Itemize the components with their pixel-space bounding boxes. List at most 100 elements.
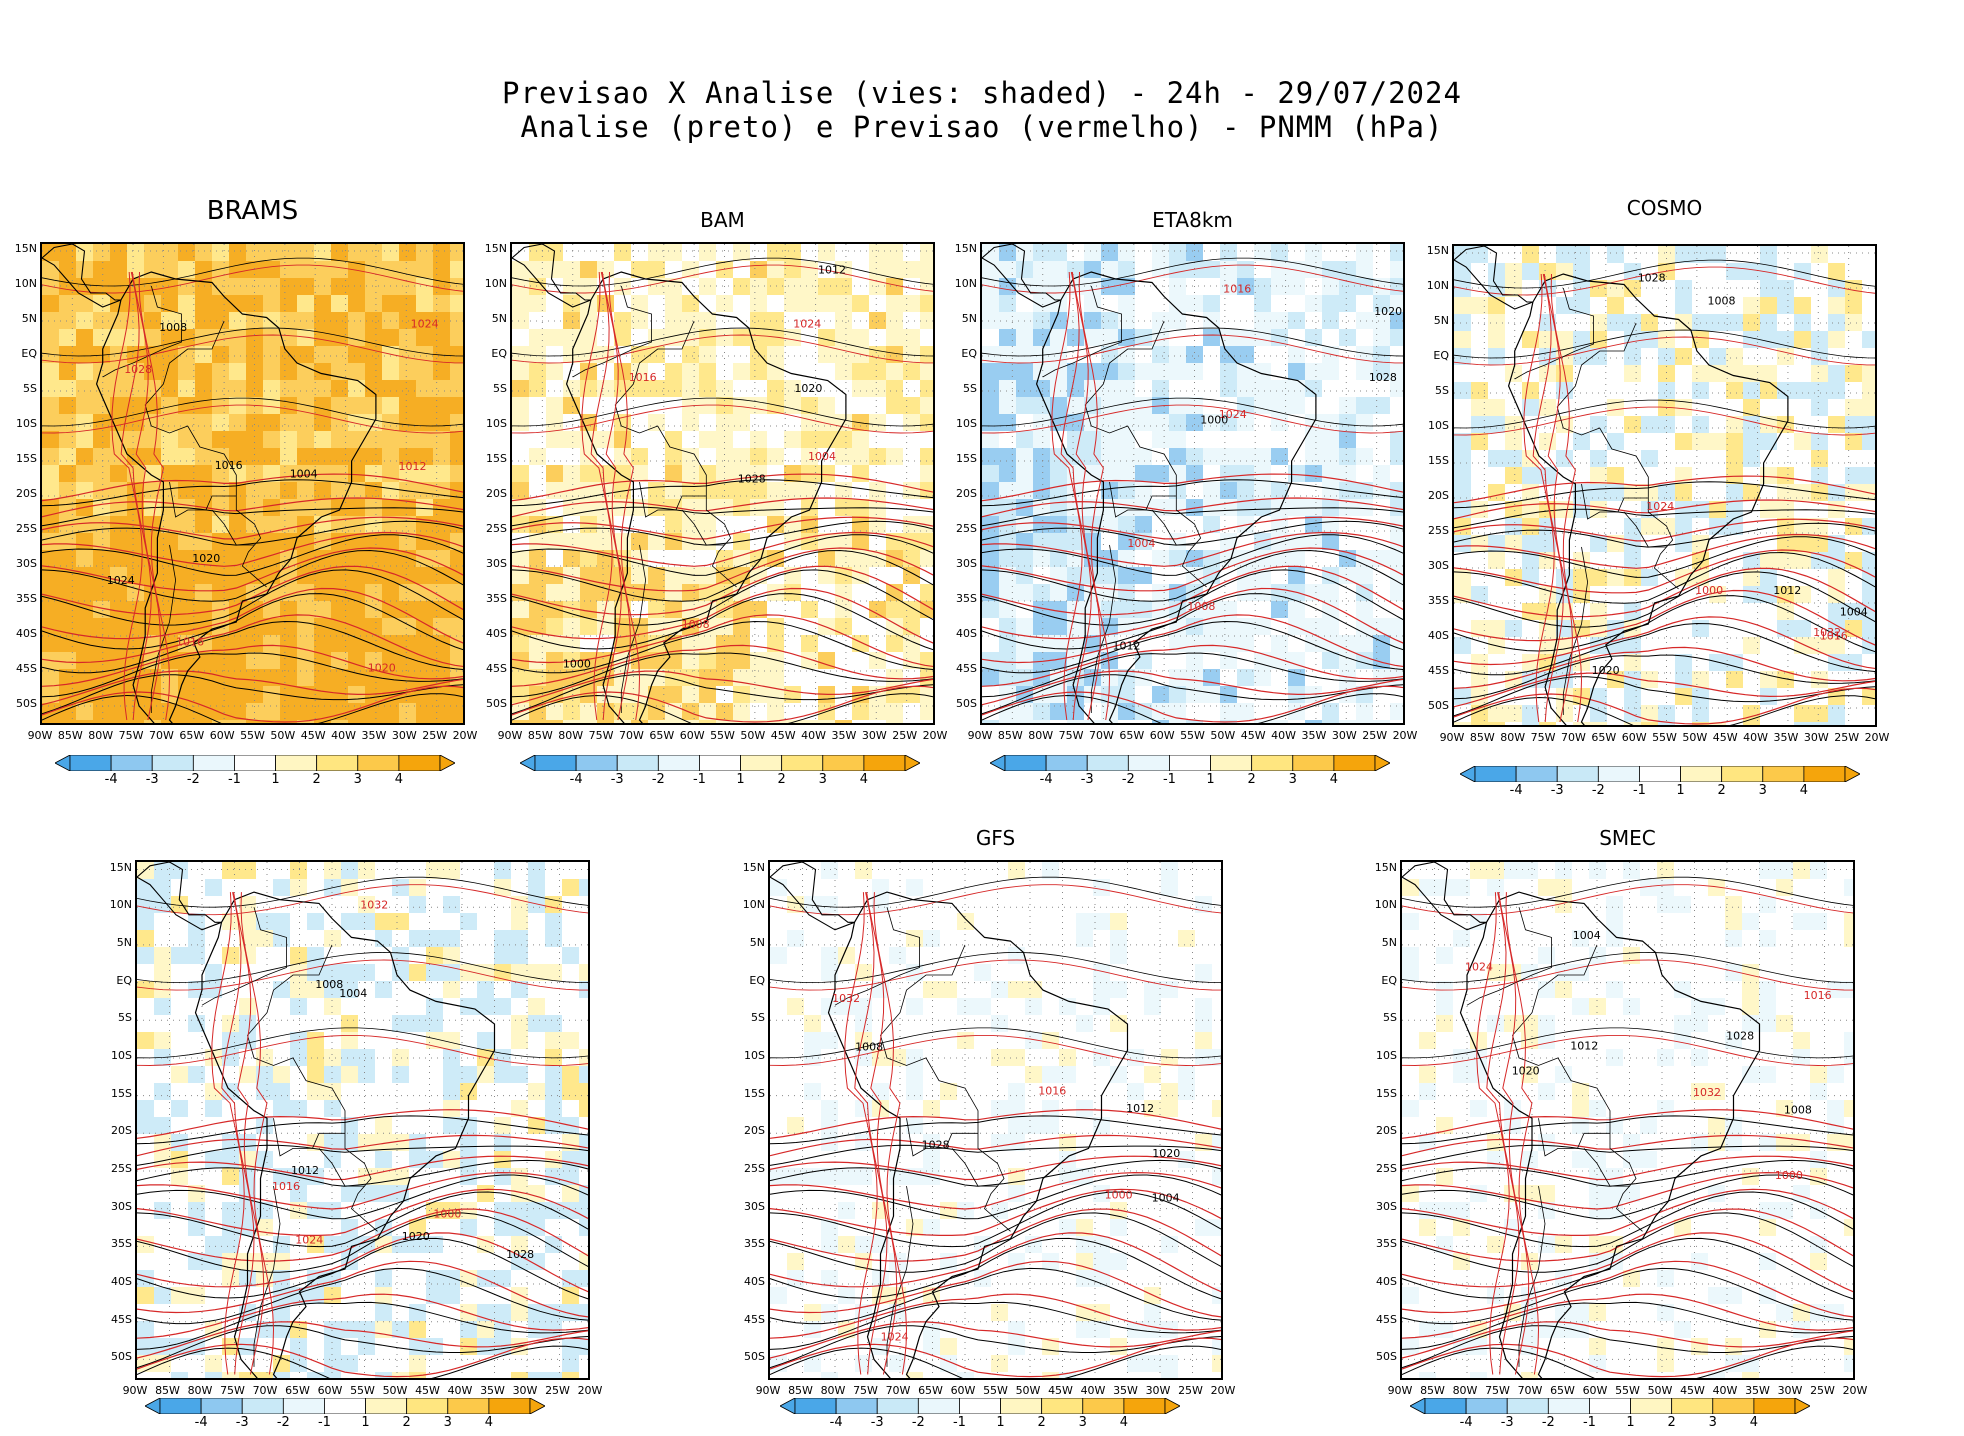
bias-cell: [1356, 499, 1373, 516]
colorbar-swatch: [69, 754, 112, 772]
analysis-isobar: [42, 534, 463, 576]
bias-cell: [1844, 913, 1853, 930]
longitude-label: 70W: [1517, 1384, 1543, 1397]
bias-cell: [110, 703, 127, 720]
bias-cell: [416, 720, 433, 723]
bias-cell: [280, 669, 297, 686]
bias-cell: [263, 244, 280, 261]
forecast-isobar: [1454, 533, 1875, 569]
coastline: [194, 891, 496, 1378]
bias-cell: [127, 380, 144, 397]
bias-cell: [1845, 654, 1862, 671]
bias-cell: [1186, 414, 1203, 431]
bias-cell: [1657, 1100, 1674, 1117]
country-border: [1151, 509, 1195, 546]
latitude-label: 5N: [1381, 935, 1397, 949]
bias-cell: [1254, 363, 1271, 380]
bias-cell: [1033, 533, 1050, 550]
forecast-isobar: [1402, 1293, 1853, 1339]
colorbar-swatch: [365, 1397, 408, 1415]
bias-cell: [280, 601, 297, 618]
bias-cell: [1254, 499, 1271, 516]
bias-cell: [229, 448, 246, 465]
colorbar-label: 2: [777, 772, 786, 787]
bias-cell: [1033, 618, 1050, 635]
colorbar-label: -1: [952, 1415, 966, 1430]
bias-cell: [229, 414, 246, 431]
bias-cell: [512, 686, 529, 703]
bias-cell: [1288, 380, 1305, 397]
analysis-isobar: [1402, 1325, 1853, 1369]
bias-cell: [59, 465, 76, 482]
bias-cell: [1555, 862, 1572, 879]
bias-cell: [443, 1083, 460, 1100]
colorbar-swatch: [275, 754, 318, 772]
bias-cell: [256, 1117, 273, 1134]
bias-cell: [999, 618, 1016, 635]
bias-cell: [903, 363, 920, 380]
bias-cell: [1305, 533, 1322, 550]
bias-cell: [392, 1066, 409, 1083]
bias-cell: [178, 414, 195, 431]
bias-cell: [239, 1015, 256, 1032]
bias-cell: [1470, 1100, 1487, 1117]
analysis-isobar: [1454, 695, 1875, 725]
bias-cell: [348, 499, 365, 516]
bias-cell: [1152, 312, 1169, 329]
bias-cell: [358, 1185, 375, 1202]
bias-cell: [76, 448, 93, 465]
bias-cell: [733, 584, 750, 601]
latitude-label: 10S: [744, 1048, 765, 1062]
colorbar-right-arrow: [1164, 1397, 1181, 1415]
forecast-isobar: [137, 1321, 588, 1359]
bias-cell: [1606, 1049, 1623, 1066]
bias-cell: [246, 652, 263, 669]
bias-cell: [1110, 1015, 1127, 1032]
bias-cell: [195, 363, 212, 380]
bias-cell: [1827, 1134, 1844, 1151]
bias-cell: [358, 964, 375, 981]
bias-cell: [1419, 1083, 1436, 1100]
bias-cell: [682, 465, 699, 482]
bias-cell: [188, 930, 205, 947]
bias-cell: [331, 635, 348, 652]
bias-cell: [1237, 635, 1254, 652]
bias-cell: [358, 1321, 375, 1338]
bias-cell: [1390, 703, 1403, 720]
bias-cell: [1016, 465, 1033, 482]
bias-cell: [648, 346, 665, 363]
bias-cell: [682, 720, 699, 723]
colorbar-label: -4: [1459, 1415, 1473, 1430]
bias-cell: [450, 295, 463, 312]
colorbar-label: 1: [271, 772, 280, 787]
bias-cell: [110, 448, 127, 465]
bias-cell: [1169, 278, 1186, 295]
bias-cell: [1161, 1355, 1178, 1372]
bias-cell: [528, 1253, 545, 1270]
bias-cell: [290, 947, 307, 964]
bias-cell: [1623, 1151, 1640, 1168]
bias-cell: [212, 363, 229, 380]
bias-cell: [314, 516, 331, 533]
bias-cell: [1811, 535, 1828, 552]
bias-cell: [161, 261, 178, 278]
longitude-label: 85W: [997, 729, 1023, 742]
bias-cell: [1539, 637, 1556, 654]
bias-cell: [1675, 433, 1692, 450]
forecast-isobar: [982, 670, 1403, 706]
analysis-isobar: [137, 1267, 588, 1325]
bias-cell: [1844, 1049, 1853, 1066]
bias-cell: [263, 550, 280, 567]
bias-cell: [229, 278, 246, 295]
bias-cell: [1127, 1083, 1144, 1100]
bias-cell: [1556, 654, 1573, 671]
bias-cell: [579, 1202, 588, 1219]
bias-cell: [1657, 1304, 1674, 1321]
bias-colorbar: -4 -3 -2 -1 1 2 3 4: [989, 754, 1391, 791]
forecast-isobar: [1051, 271, 1083, 721]
bias-cell: [1033, 397, 1050, 414]
bias-cell: [1589, 1151, 1606, 1168]
bias-cell: [1212, 1355, 1221, 1372]
panel-title: COSMO: [1626, 196, 1703, 220]
latitude-label: 35S: [1428, 594, 1449, 607]
